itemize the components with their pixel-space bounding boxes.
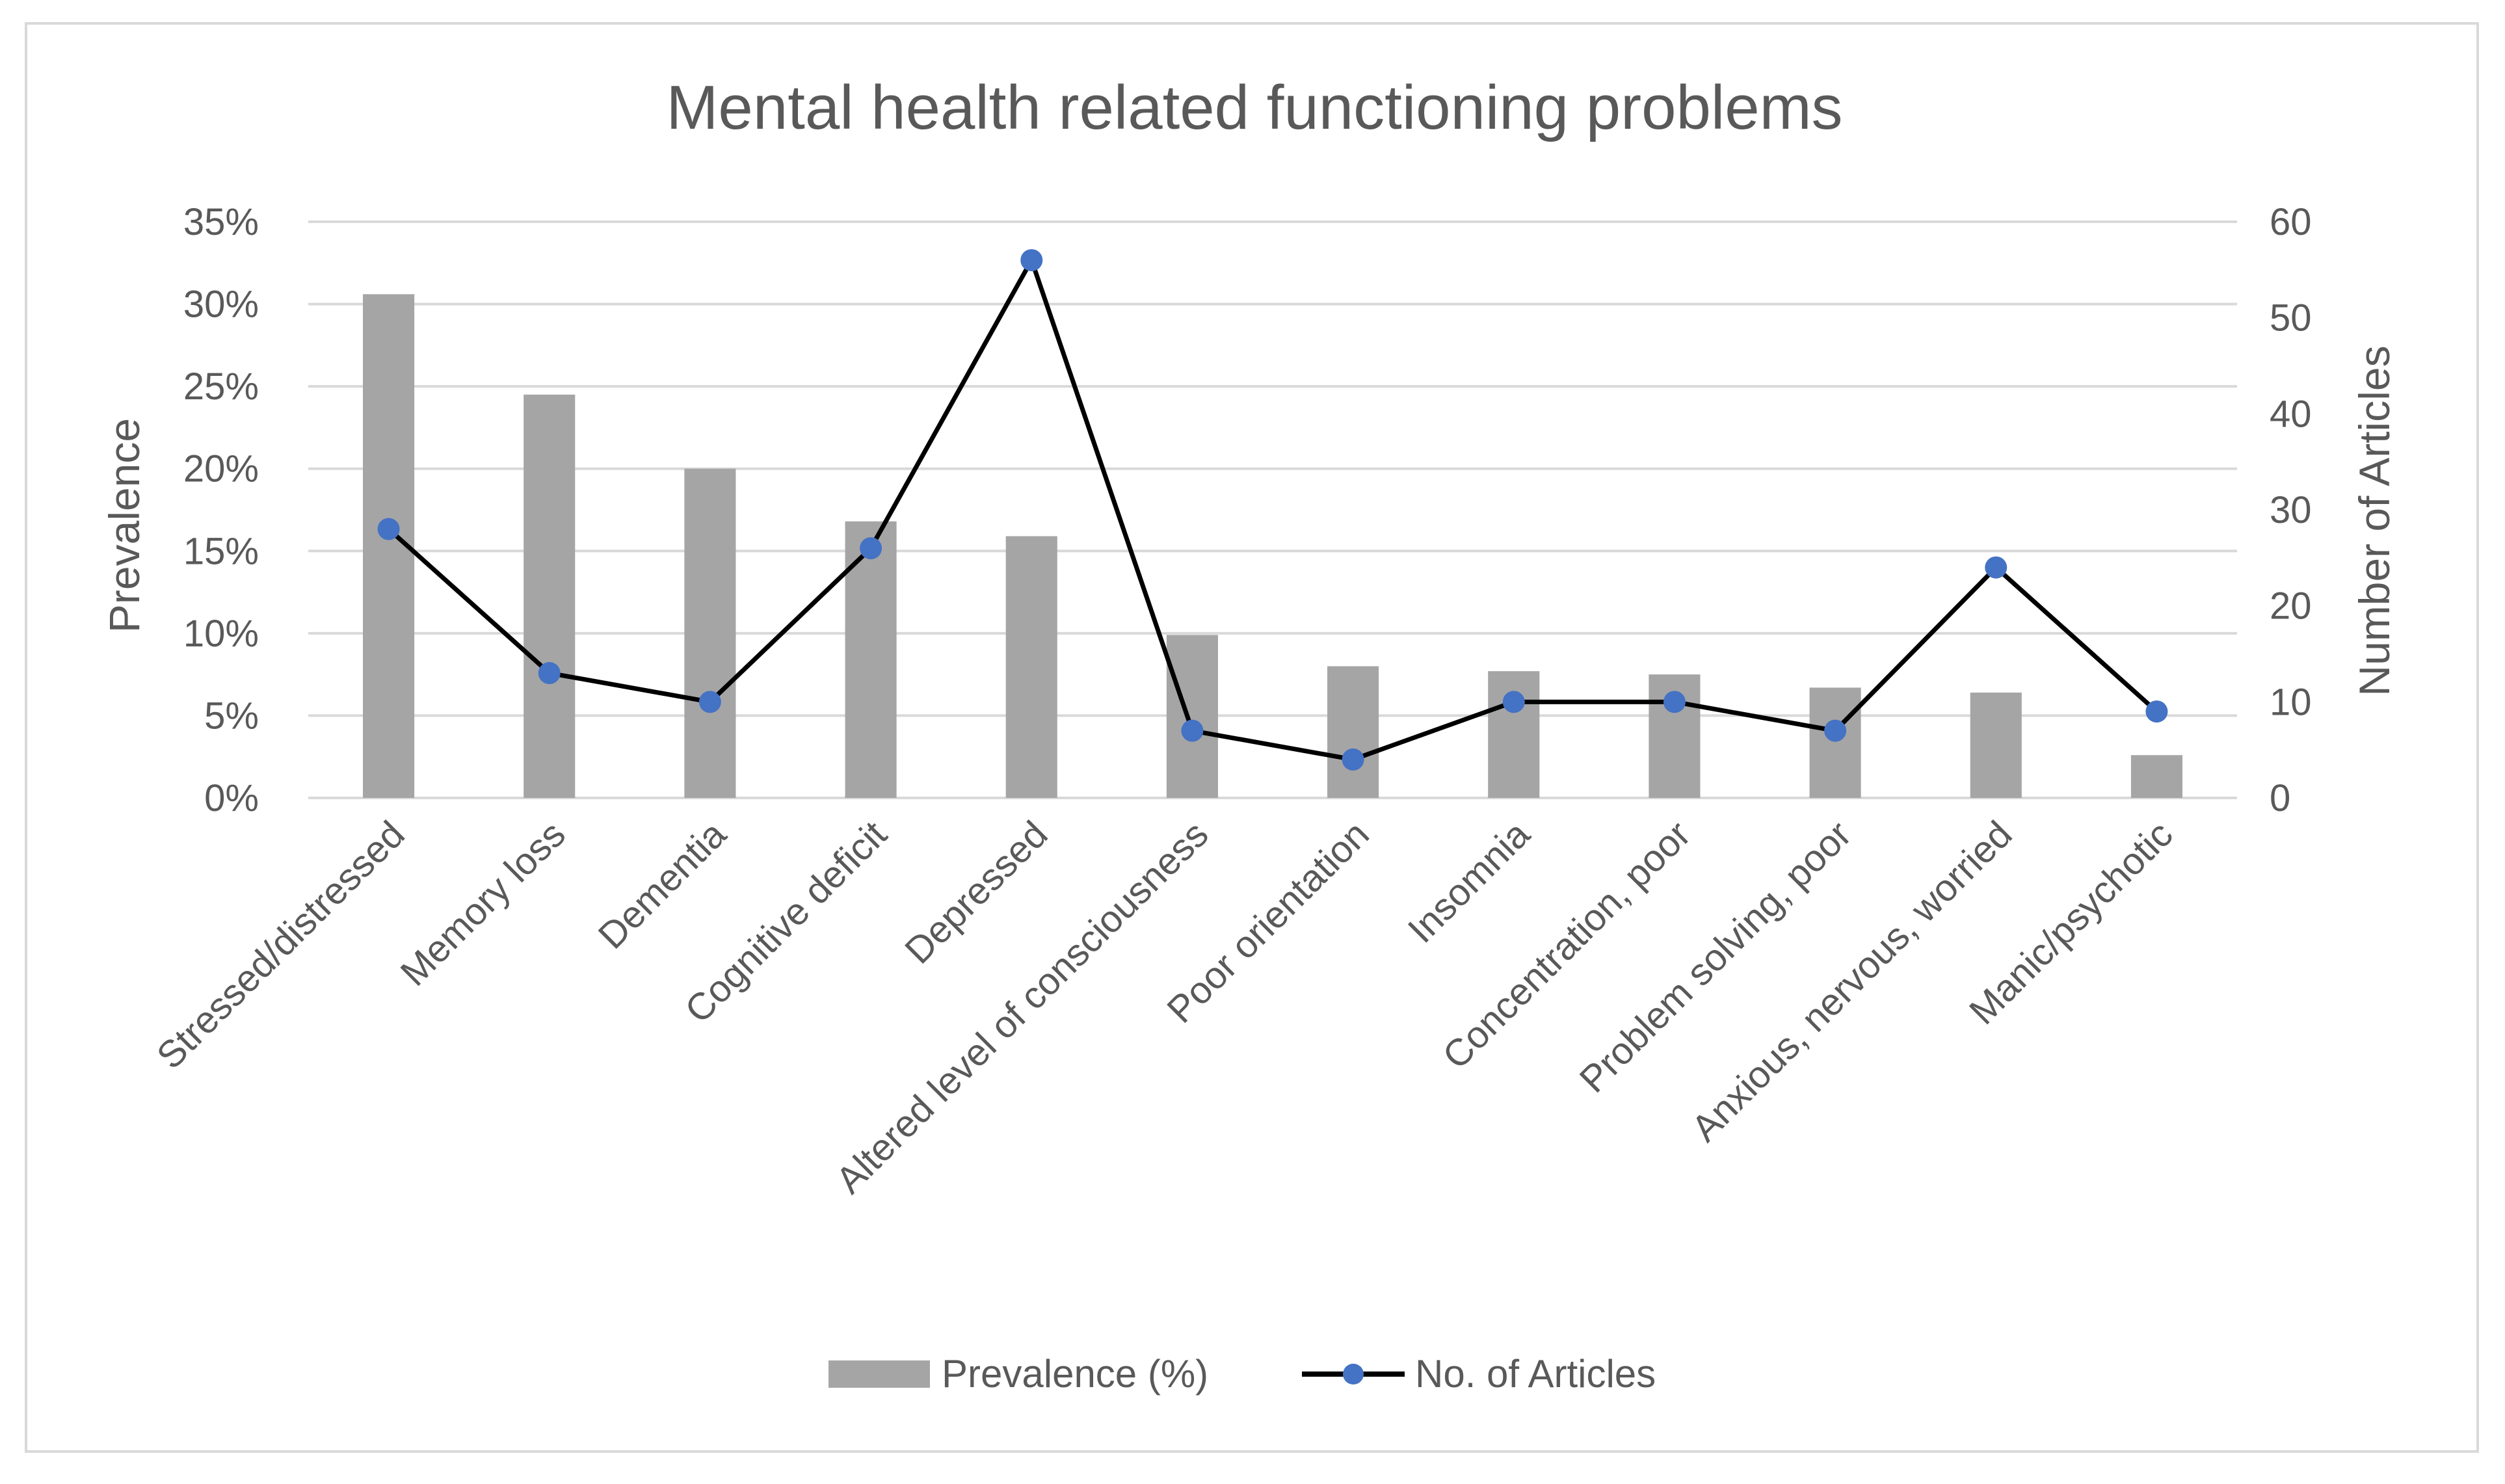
- bar: [524, 394, 576, 798]
- bar: [1809, 687, 1861, 798]
- line-marker: [698, 691, 721, 713]
- line-series: [377, 249, 2168, 771]
- right-tick-label: 0: [2270, 777, 2290, 819]
- left-tick-label: 35%: [183, 201, 259, 243]
- left-tick-label: 10%: [183, 613, 259, 655]
- x-tick-label: Memory loss: [393, 813, 574, 994]
- legend-line-label: No. of Articles: [1415, 1352, 1656, 1396]
- left-tick-label: 25%: [183, 365, 259, 408]
- line-marker: [1502, 691, 1525, 713]
- right-tick-label: 30: [2270, 489, 2312, 531]
- line-marker: [1663, 691, 1686, 713]
- line-marker: [860, 537, 882, 560]
- chart-title: Mental health related functioning proble…: [666, 73, 1842, 142]
- line-marker: [377, 518, 400, 540]
- bar: [1327, 666, 1379, 798]
- right-tick-label: 10: [2270, 681, 2312, 723]
- legend-line-marker: [1343, 1364, 1364, 1385]
- gridlines: [308, 220, 2237, 799]
- line-marker: [538, 662, 561, 685]
- right-axis-ticks: 0 10 20 30 40 50 60: [2270, 201, 2312, 819]
- left-tick-label: 0%: [204, 777, 259, 819]
- chart-frame: Mental health related functioning proble…: [25, 22, 2479, 1453]
- left-tick-label: 15%: [183, 530, 259, 572]
- x-tick-label: Problem solving, poor: [1572, 813, 1860, 1101]
- bar: [2130, 755, 2182, 798]
- right-tick-label: 40: [2270, 393, 2312, 435]
- bar: [1488, 671, 1540, 798]
- x-tick-label: Insomnia: [1400, 813, 1539, 951]
- right-tick-label: 20: [2270, 585, 2312, 628]
- line-marker: [1985, 556, 2008, 579]
- x-tick-label: Stressed/distressed: [149, 813, 413, 1077]
- bar: [1005, 536, 1057, 798]
- bar: [684, 468, 736, 798]
- articles-line: [387, 258, 2158, 762]
- legend: Prevalence (%) No. of Articles: [828, 1352, 1656, 1396]
- legend-bar-label: Prevalence (%): [942, 1352, 1208, 1396]
- right-tick-label: 50: [2270, 297, 2312, 339]
- x-tick-label: Depressed: [897, 813, 1055, 972]
- right-tick-label: 60: [2270, 201, 2312, 243]
- line-marker: [1824, 719, 1847, 742]
- line-marker: [2145, 700, 2168, 723]
- x-tick-label: Dementia: [590, 813, 735, 957]
- left-tick-label: 30%: [183, 284, 259, 326]
- line-marker: [1181, 719, 1204, 742]
- bar: [1166, 635, 1218, 798]
- legend-bar-swatch: [828, 1360, 930, 1388]
- chart-svg: Mental health related functioning proble…: [100, 73, 2398, 1396]
- left-tick-label: 5%: [204, 695, 259, 737]
- bar: [1970, 692, 2022, 798]
- x-tick-label: Anxious, nervous, worried: [1684, 813, 2021, 1150]
- right-axis-title: Number of Articles: [2350, 345, 2398, 696]
- bar-series: [363, 294, 2182, 799]
- left-axis-title: Prevalence: [100, 418, 148, 633]
- line-marker: [1020, 249, 1043, 272]
- left-axis-ticks: 0% 5% 10% 15% 20% 25% 30% 35%: [183, 201, 259, 819]
- left-tick-label: 20%: [183, 448, 259, 490]
- line-marker: [1342, 748, 1364, 771]
